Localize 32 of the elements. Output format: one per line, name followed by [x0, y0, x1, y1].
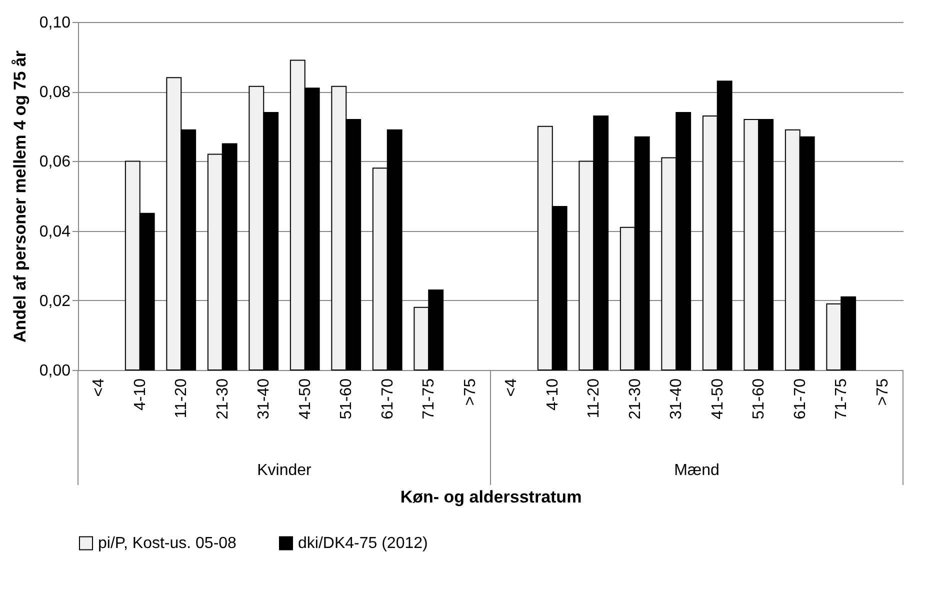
x-tick-label: 4-10: [544, 378, 562, 411]
legend-label: pi/P, Kost-us. 05-08: [98, 535, 237, 552]
y-tick-label: 0,08: [39, 84, 71, 102]
x-tick-label: <4: [90, 378, 108, 397]
x-tick-label: <4: [503, 378, 520, 397]
x-axis-title: Køn- og aldersstratum: [400, 487, 582, 506]
x-tick-label: 21-30: [626, 378, 644, 420]
x-tick-label: 41-50: [709, 378, 726, 420]
y-tick-label: 0,02: [39, 292, 71, 310]
y-axis-title: Andel af personer mellem 4 og 75 år: [10, 50, 30, 342]
x-tick-label: 31-40: [256, 378, 273, 420]
x-tick-label: 11-20: [586, 378, 603, 418]
x-tick-label: 61-70: [792, 378, 809, 420]
x-tick-label: 71-75: [833, 378, 850, 420]
legend-label: dki/DK4-75 (2012): [298, 535, 428, 552]
x-tick-label: 41-50: [296, 378, 314, 420]
x-tick-label: >75: [874, 378, 892, 406]
y-tick-label: 0,00: [39, 362, 71, 380]
x-tick-label: 51-60: [338, 378, 356, 420]
x-tick-label: 51-60: [750, 378, 768, 420]
x-tick-label: 61-70: [379, 378, 396, 420]
text: Mænd: [674, 462, 720, 479]
x-tick-label: >75: [462, 378, 479, 406]
y-tick-label: 0,04: [39, 223, 71, 240]
text: Kvinder: [257, 462, 312, 479]
x-tick-label: 4-10: [132, 378, 149, 411]
x-tick-label: 11-20: [173, 378, 190, 418]
y-tick-label: 0,06: [39, 154, 71, 171]
y-tick-label: 0,10: [39, 14, 71, 32]
x-tick-label: 71-75: [420, 378, 438, 420]
x-tick-label: 21-30: [214, 378, 232, 420]
x-tick-label: 31-40: [668, 378, 686, 420]
